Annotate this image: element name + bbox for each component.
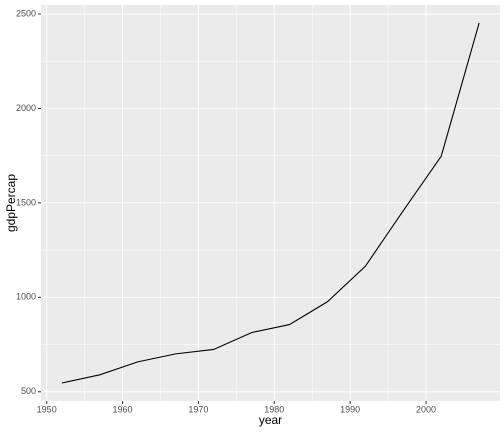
y-tick-label: 2000 bbox=[16, 103, 36, 113]
y-axis-title: gdpPercap bbox=[4, 174, 18, 232]
x-tick-label: 1990 bbox=[340, 404, 360, 414]
y-tick-label: 1000 bbox=[16, 292, 36, 302]
x-tick-label: 1970 bbox=[188, 404, 208, 414]
x-tick-label: 1950 bbox=[37, 404, 57, 414]
y-tick-label: 2500 bbox=[16, 8, 36, 18]
data-line bbox=[61, 22, 480, 384]
x-tick-label: 2000 bbox=[416, 404, 436, 414]
y-tick-label: 500 bbox=[21, 386, 36, 396]
x-tick-label: 1980 bbox=[264, 404, 284, 414]
x-axis-title: year bbox=[259, 413, 282, 427]
x-tick-label: 1960 bbox=[113, 404, 133, 414]
y-tick-label: 1500 bbox=[16, 197, 36, 207]
